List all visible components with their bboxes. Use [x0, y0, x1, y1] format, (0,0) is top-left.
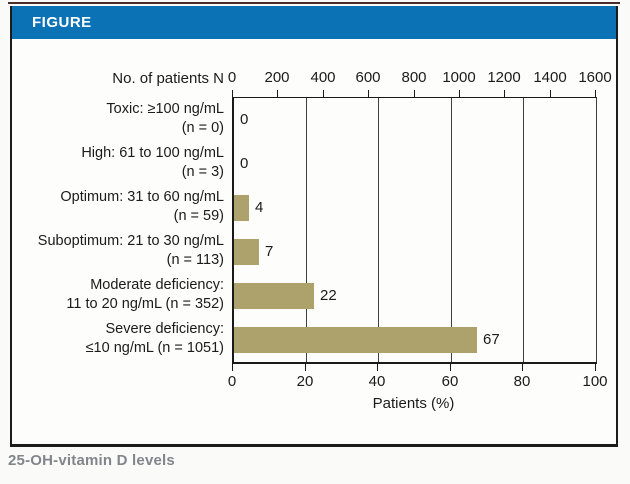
top-axis-tick-label: 1200 — [487, 69, 521, 86]
gridline-20 — [306, 98, 307, 362]
bar-value-label: 7 — [265, 243, 274, 260]
bar-value-label: 0 — [240, 111, 249, 128]
top-axis-tick — [550, 90, 551, 97]
gridline-60 — [451, 98, 452, 362]
category-label: Optimum: 31 to 60 ng/mL (n = 59) — [12, 185, 224, 229]
top-axis-tick-label: 1600 — [578, 69, 612, 86]
top-axis-tick — [232, 90, 233, 97]
top-rule — [8, 2, 620, 4]
top-axis-tick — [414, 90, 415, 97]
category-label-line1: Moderate deficiency: — [90, 277, 224, 293]
category-label: Severe deficiency: ≤10 ng/mL (n = 1051) — [12, 317, 224, 361]
top-axis-tick-label: 400 — [310, 69, 336, 86]
category-label-line2: ≤10 ng/mL (n = 1051) — [85, 340, 224, 356]
category-label-line1: Toxic: ≥100 ng/mL — [106, 101, 224, 117]
bottom-axis-tick — [377, 364, 378, 371]
bottom-axis-tick-label: 100 — [582, 373, 608, 390]
top-axis-tick-label: 600 — [355, 69, 381, 86]
category-label-line1: Optimum: 31 to 60 ng/mL — [60, 189, 224, 205]
gridline-100 — [596, 98, 597, 362]
top-axis-tick-label: 1400 — [533, 69, 567, 86]
figure-frame: FIGURE No. of patients N Toxic: ≥100 ng/… — [10, 6, 618, 447]
top-axis-tick-label: 200 — [264, 69, 290, 86]
top-axis-tick — [459, 90, 460, 97]
bottom-axis-tick — [595, 364, 596, 371]
bar-value-label: 22 — [320, 287, 337, 304]
category-label-line2: (n = 0) — [181, 120, 224, 136]
plot-area: 0 0 4 7 22 67 — [232, 97, 597, 364]
category-label: Toxic: ≥100 ng/mL (n = 0) — [12, 97, 224, 141]
top-axis-tick-label: 1000 — [442, 69, 476, 86]
bottom-axis-tick — [305, 364, 306, 371]
category-label: Suboptimum: 21 to 30 ng/mL (n = 113) — [12, 229, 224, 273]
bottom-axis-tick — [522, 364, 523, 371]
category-label-line1: High: 61 to 100 ng/mL — [81, 145, 224, 161]
bottom-axis-tick-label: 20 — [296, 373, 314, 390]
bottom-axis-tick-label: 60 — [441, 373, 459, 390]
top-axis-tick — [323, 90, 324, 97]
category-label-line2: (n = 59) — [173, 208, 224, 224]
top-axis-tick — [277, 90, 278, 97]
bottom-axis-tick — [450, 364, 451, 371]
bar — [234, 283, 314, 309]
bar — [234, 195, 249, 221]
bar-chart: No. of patients N Toxic: ≥100 ng/mL (n = … — [12, 39, 616, 444]
top-axis-title: No. of patients N — [112, 70, 224, 87]
bottom-axis-tick-label: 80 — [513, 373, 531, 390]
top-axis-tick — [368, 90, 369, 97]
figure-header: FIGURE — [12, 6, 616, 39]
category-label-line1: Severe deficiency: — [105, 321, 224, 337]
category-label: Moderate deficiency: 11 to 20 ng/mL (n = … — [12, 273, 224, 317]
top-axis-tick-label: 800 — [401, 69, 427, 86]
top-axis-tick — [595, 90, 596, 97]
figure-header-label: FIGURE — [32, 14, 92, 31]
x-axis-title: Patients (%) — [372, 395, 455, 412]
category-label: High: 61 to 100 ng/mL (n = 3) — [12, 141, 224, 185]
figure-caption: 25-OH-vitamin D levels — [8, 452, 175, 469]
bar-value-label: 0 — [240, 155, 249, 172]
category-label-line2: (n = 3) — [181, 164, 224, 180]
category-label-line1: Suboptimum: 21 to 30 ng/mL — [37, 233, 224, 249]
gridline-80 — [523, 98, 524, 362]
top-axis-tick — [504, 90, 505, 97]
bar — [234, 239, 259, 265]
category-label-line2: (n = 113) — [166, 252, 224, 268]
bar-value-label: 4 — [255, 199, 264, 216]
bar — [234, 327, 477, 353]
bar-value-label: 67 — [483, 331, 500, 348]
bottom-axis-tick-label: 40 — [368, 373, 386, 390]
category-label-line2: 11 to 20 ng/mL (n = 352) — [66, 296, 224, 312]
bottom-axis-tick-label: 0 — [227, 373, 237, 390]
top-axis-tick-label: 0 — [227, 69, 237, 86]
bottom-axis-tick — [232, 364, 233, 371]
gridline-40 — [378, 98, 379, 362]
